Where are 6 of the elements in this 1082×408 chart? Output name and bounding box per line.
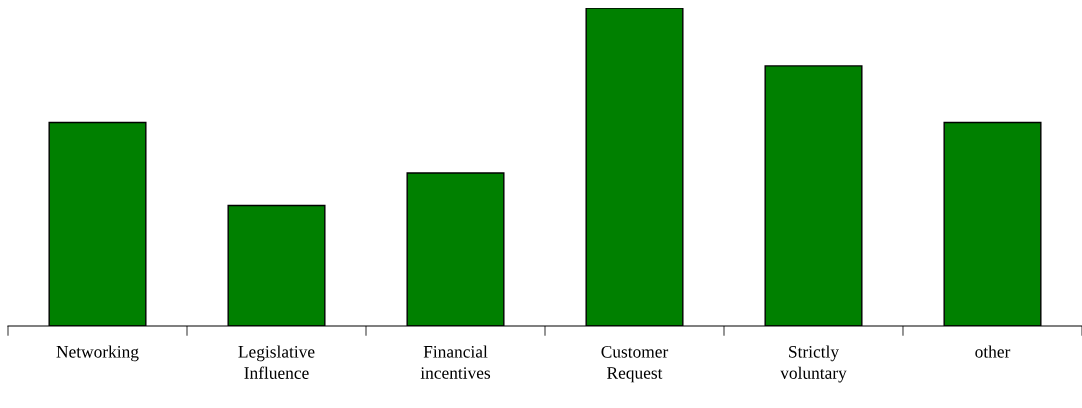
x-tick-label: other	[975, 345, 1011, 358]
x-tick-label: Strictly voluntary	[780, 345, 847, 383]
x-tick-label: Networking	[56, 345, 139, 362]
x-tick-label: Customer Request	[601, 346, 669, 383]
x-tick-label: Financial incentives	[420, 345, 491, 379]
x-tick-label: Legislative Influence	[238, 345, 315, 379]
